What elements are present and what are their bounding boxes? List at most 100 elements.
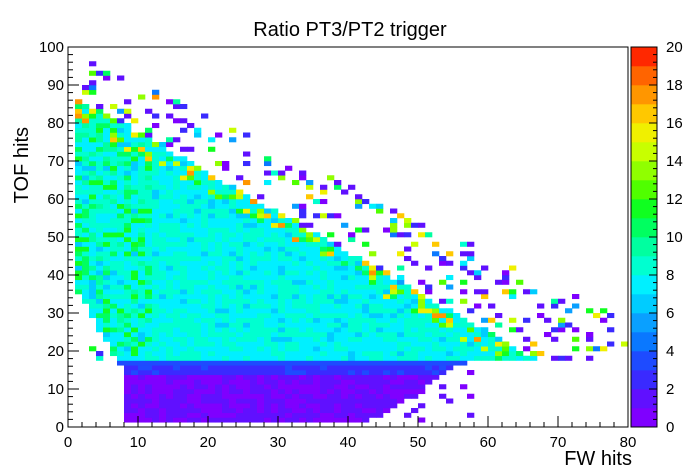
heatmap-cell	[138, 403, 146, 409]
heatmap-cell	[404, 393, 412, 399]
heatmap-cell	[355, 322, 363, 328]
heatmap-cell	[292, 327, 300, 333]
heatmap-cell	[390, 279, 398, 285]
heatmap-cell	[117, 360, 125, 366]
heatmap-cell	[222, 408, 230, 414]
heatmap-cell	[201, 256, 209, 262]
heatmap-cell	[320, 246, 328, 252]
heatmap-cell	[145, 341, 153, 347]
heatmap-cell	[264, 408, 272, 414]
heatmap-cell	[103, 180, 111, 186]
colorbar-swatch	[631, 237, 657, 257]
heatmap-cell	[152, 374, 160, 380]
heatmap-cell	[292, 355, 300, 361]
heatmap-cell	[173, 398, 181, 404]
heatmap-cell	[215, 355, 223, 361]
colorbar-swatch	[631, 370, 657, 390]
heatmap-cell	[236, 175, 244, 181]
heatmap-cell	[313, 336, 321, 342]
heatmap-cell	[187, 175, 195, 181]
heatmap-cell	[313, 265, 321, 271]
heatmap-cell	[82, 246, 90, 252]
heatmap-cell	[110, 118, 118, 124]
heatmap-cell	[110, 308, 118, 314]
heatmap-cell	[173, 118, 181, 124]
heatmap-cell	[103, 246, 111, 252]
heatmap-cell	[537, 313, 545, 319]
heatmap-cell	[131, 218, 139, 224]
heatmap-cell	[159, 256, 167, 262]
heatmap-cell	[383, 294, 391, 300]
heatmap-cell	[208, 298, 216, 304]
heatmap-cell	[194, 384, 202, 390]
heatmap-cell	[285, 393, 293, 399]
heatmap-cell	[376, 341, 384, 347]
heatmap-cell	[110, 218, 118, 224]
heatmap-cell	[271, 408, 279, 414]
heatmap-cell	[306, 284, 314, 290]
heatmap-cell	[180, 189, 188, 195]
heatmap-cell	[208, 137, 216, 143]
heatmap-cell	[292, 241, 300, 247]
heatmap-cell	[131, 270, 139, 276]
heatmap-cell	[110, 303, 118, 309]
heatmap-cell	[572, 327, 580, 333]
heatmap-cell	[271, 379, 279, 385]
heatmap-cell	[390, 294, 398, 300]
heatmap-cell	[418, 374, 426, 380]
heatmap-cell	[166, 336, 174, 342]
heatmap-cell	[285, 408, 293, 414]
heatmap-cell	[250, 260, 258, 266]
heatmap-cell	[222, 336, 230, 342]
heatmap-cell	[152, 94, 160, 100]
heatmap-cell	[124, 370, 132, 376]
heatmap-cell	[320, 398, 328, 404]
heatmap-cell	[369, 412, 377, 418]
heatmap-cell	[180, 298, 188, 304]
heatmap-cell	[362, 298, 370, 304]
heatmap-cell	[320, 313, 328, 319]
heatmap-cell	[278, 175, 286, 181]
heatmap-cell	[523, 355, 531, 361]
heatmap-cell	[159, 246, 167, 252]
heatmap-cell	[229, 393, 237, 399]
heatmap-cell	[131, 151, 139, 157]
heatmap-cell	[355, 265, 363, 271]
heatmap-cell	[173, 260, 181, 266]
heatmap-cell	[334, 275, 342, 281]
heatmap-cell	[75, 232, 83, 238]
heatmap-cell	[439, 256, 447, 262]
heatmap-cell	[194, 251, 202, 257]
heatmap-cell	[369, 370, 377, 376]
heatmap-cell	[180, 275, 188, 281]
heatmap-cell	[75, 156, 83, 162]
heatmap-cell	[306, 408, 314, 414]
heatmap-cell	[222, 313, 230, 319]
heatmap-cell	[187, 332, 195, 338]
heatmap-cell	[425, 332, 433, 338]
heatmap-cell	[236, 389, 244, 395]
heatmap-cell	[82, 156, 90, 162]
heatmap-cell	[306, 398, 314, 404]
heatmap-cell	[243, 370, 251, 376]
heatmap-cell	[145, 351, 153, 357]
heatmap-cell	[355, 351, 363, 357]
heatmap-cell	[173, 303, 181, 309]
heatmap-cell	[341, 336, 349, 342]
heatmap-cell	[152, 322, 160, 328]
heatmap-cell	[131, 336, 139, 342]
heatmap-cell	[362, 199, 370, 205]
colorbar-swatch	[631, 85, 657, 105]
heatmap-cell	[131, 384, 139, 390]
heatmap-cell	[117, 232, 125, 238]
heatmap-cell	[96, 289, 104, 295]
heatmap-cell	[306, 275, 314, 281]
heatmap-cell	[201, 184, 209, 190]
heatmap-cell	[187, 189, 195, 195]
heatmap-cell	[229, 194, 237, 200]
heatmap-cell	[117, 346, 125, 352]
heatmap-cell	[138, 237, 146, 243]
heatmap-cell	[131, 260, 139, 266]
heatmap-cell	[152, 317, 160, 323]
